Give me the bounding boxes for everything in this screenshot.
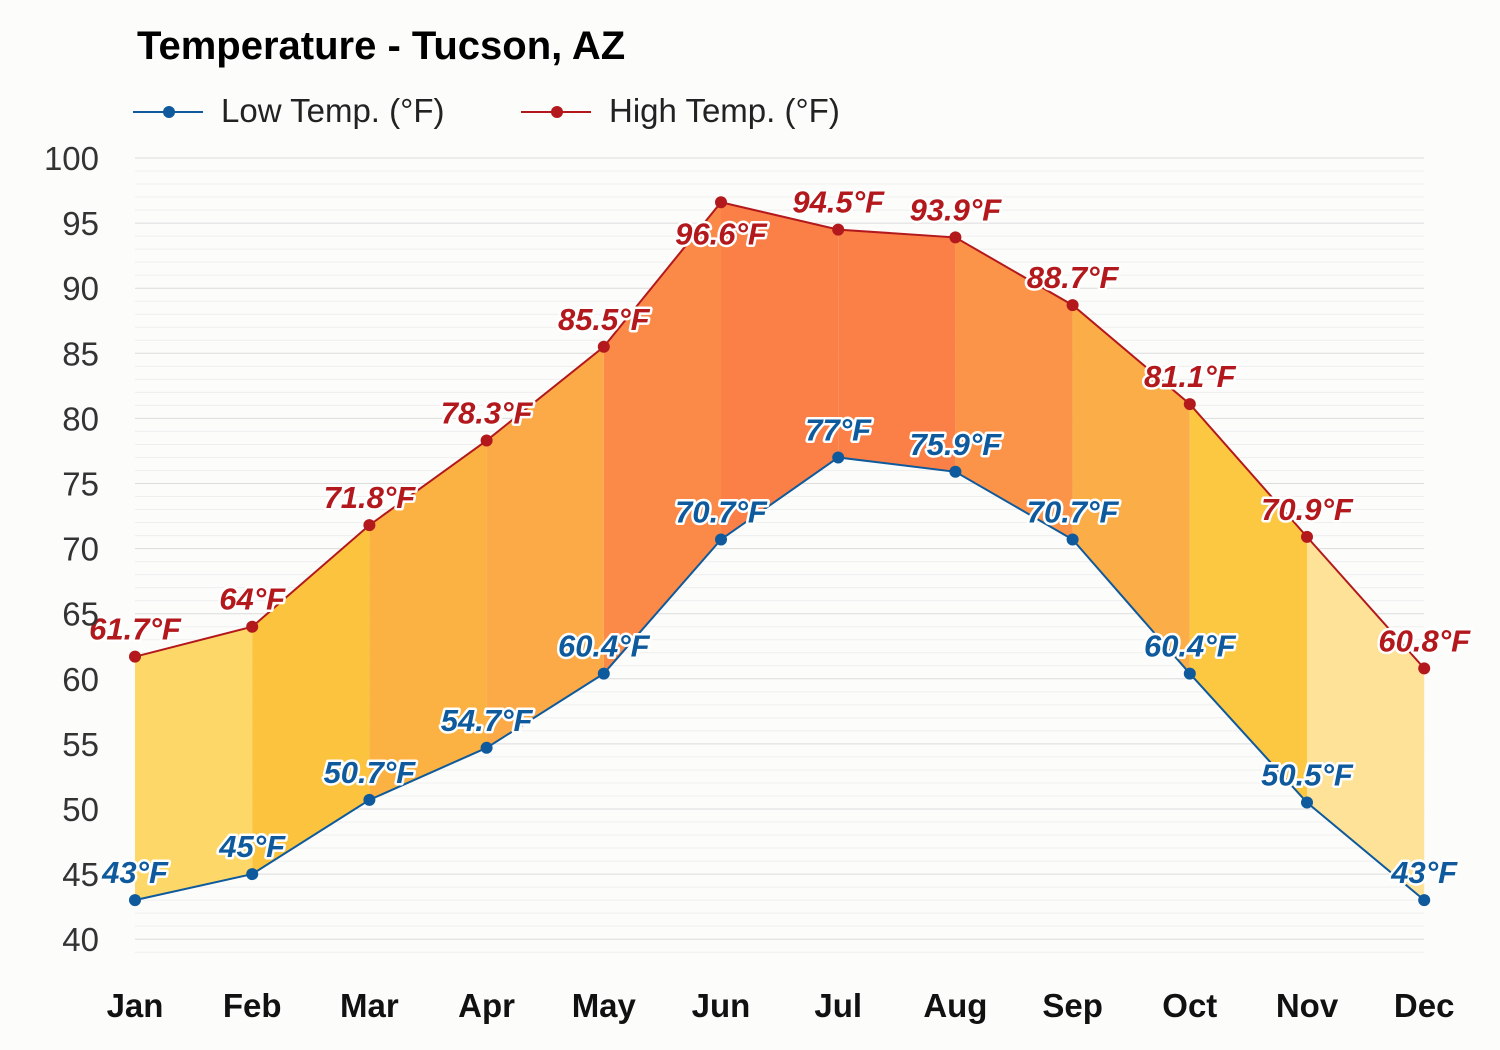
range-band-feb [252, 525, 370, 875]
high-temp-line [134, 201, 1425, 670]
high-temp-point-may [597, 340, 610, 353]
low-temp-point-may [597, 667, 610, 680]
high-temp-data-label-oct: 81.1°F [1144, 359, 1237, 394]
low-temp-point-jan [129, 894, 141, 907]
range-band-may [603, 202, 721, 674]
high-temp-point-sep [1066, 299, 1079, 312]
low-temp-point-feb [246, 868, 259, 881]
low-temp-data-label-may: 60.4°F [558, 629, 651, 664]
high-temp-data-label-dec: 60.8°F [1378, 623, 1471, 658]
range-band-oct [1189, 404, 1307, 803]
x-tick-label-may: May [572, 987, 637, 1024]
range-band-nov [1307, 536, 1425, 901]
low-temp-point-jun [715, 533, 727, 546]
x-tick-label-jun: Jun [692, 987, 751, 1024]
low-temp-point-sep [1066, 533, 1079, 546]
high-temp-point-feb [246, 620, 259, 633]
chart-title: Temperature - Tucson, AZ [137, 24, 626, 68]
data-labels: 43°F 45°F 50.7°F 54.7°F 60.4°F 70.7°F 77°F 75.9… [87, 182, 1474, 893]
high-temp-point-dec [1418, 662, 1431, 675]
low-temp-data-label-feb: 45°F [218, 829, 286, 864]
x-tick-label-feb: Feb [223, 987, 282, 1024]
x-tick-label-dec: Dec [1394, 987, 1455, 1024]
legend-label-high-temp: High Temp. (°F) [609, 92, 840, 129]
range-band-mar [369, 440, 487, 800]
low-temp-point-aug [949, 465, 962, 478]
high-temp-point-jan [129, 650, 141, 663]
low-temp-point-mar [363, 793, 376, 806]
legend-marker-low-temp [163, 106, 175, 118]
high-temp-data-label-may: 85.5°F [558, 302, 651, 337]
x-tick-label-jan: Jan [107, 987, 164, 1024]
range-band-jun [721, 202, 839, 540]
low-temp-point-apr [480, 741, 493, 754]
low-temp-point-oct [1183, 667, 1196, 680]
high-temp-data-label-apr: 78.3°F [441, 396, 534, 431]
low-temp-data-label-jan: 43°F [101, 855, 169, 890]
range-band-jan [135, 626, 253, 901]
low-temp-point-dec [1418, 894, 1431, 907]
y-tick-label: 45 [62, 856, 99, 893]
low-temp-point-nov [1301, 796, 1313, 809]
high-temp-data-label-jan: 61.7°F [89, 612, 182, 647]
x-tick-label-nov: Nov [1276, 987, 1339, 1024]
series-points [129, 196, 1431, 907]
x-tick-label-mar: Mar [340, 987, 399, 1024]
y-tick-label: 90 [62, 270, 99, 307]
high-temp-data-label-sep: 88.7°F [1027, 260, 1120, 295]
range-band-sep [1072, 305, 1190, 674]
high-temp-point-jul [832, 223, 845, 236]
high-temp-point-apr [480, 434, 493, 447]
high-temp-point-aug [949, 231, 962, 244]
low-temp-data-label-oct: 60.4°F [1144, 629, 1237, 664]
high-temp-data-label-aug: 93.9°F [910, 192, 1003, 227]
high-temp-point-oct [1183, 398, 1196, 411]
range-band-aug [955, 237, 1073, 540]
legend-label-low-temp: Low Temp. (°F) [221, 92, 445, 129]
range-band-apr [486, 346, 604, 748]
y-tick-label: 85 [62, 335, 99, 372]
y-tick-label: 75 [62, 466, 99, 503]
low-temp-data-label-apr: 54.7°F [441, 703, 534, 738]
high-temp-point-jun [715, 196, 727, 209]
y-tick-label: 65 [62, 596, 99, 633]
low-temp-data-label-sep: 70.7°F [1027, 494, 1120, 529]
y-tick-label: 70 [62, 531, 99, 568]
series-lines [134, 201, 1425, 902]
high-temp-data-label-nov: 70.9°F [1261, 492, 1354, 527]
x-tick-label-apr: Apr [458, 987, 515, 1024]
high-temp-data-label-mar: 71.8°F [324, 480, 417, 515]
high-temp-data-label-jun: 96.6°F [675, 216, 768, 251]
y-tick-label: 40 [62, 921, 99, 958]
range-band-jul [838, 229, 956, 472]
x-tick-label-oct: Oct [1162, 987, 1217, 1024]
high-temp-data-label-feb: 64°F [219, 582, 286, 617]
low-temp-data-label-mar: 50.7°F [324, 755, 417, 790]
low-temp-data-label-jun: 70.7°F [675, 494, 768, 529]
x-tick-label-jul: Jul [814, 987, 862, 1024]
low-temp-data-label-jul: 77°F [805, 412, 872, 447]
y-tick-label: 50 [62, 791, 99, 828]
y-tick-label: 60 [62, 661, 99, 698]
low-temp-data-label-dec: 43°F [1390, 855, 1458, 890]
x-tick-label-aug: Aug [923, 987, 987, 1024]
y-tick-label: 95 [62, 205, 99, 242]
y-tick-label: 80 [62, 400, 99, 437]
y-tick-label: 100 [44, 140, 99, 177]
low-temp-data-label-aug: 75.9°F [910, 427, 1003, 462]
y-tick-label: 55 [62, 726, 99, 763]
low-temp-point-jul [832, 451, 845, 464]
high-temp-data-label-jul: 94.5°F [792, 185, 885, 220]
low-temp-data-label-nov: 50.5°F [1261, 757, 1354, 792]
high-temp-point-nov [1301, 530, 1313, 543]
low-temp-line [134, 456, 1425, 902]
temperature-range-bands [135, 202, 1425, 901]
y-axis: 40 45 50 55 60 65 70 75 80 85 90 95 100 [44, 140, 99, 958]
x-axis: Jan Feb Mar Apr May Jun Jul Aug Sep Oct Nov Dec [107, 987, 1455, 1024]
high-temp-point-mar [363, 519, 376, 532]
legend-marker-high-temp [551, 106, 563, 118]
x-tick-label-sep: Sep [1042, 987, 1103, 1024]
